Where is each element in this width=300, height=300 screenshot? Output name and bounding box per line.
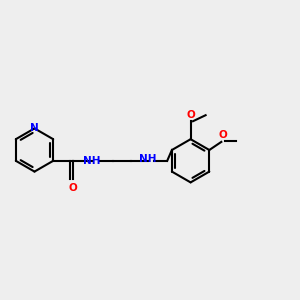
Text: N: N (30, 123, 39, 134)
Text: NH: NH (83, 156, 101, 166)
Text: O: O (68, 183, 77, 193)
Text: O: O (186, 110, 195, 120)
Text: O: O (218, 130, 227, 140)
Text: NH: NH (139, 154, 157, 164)
